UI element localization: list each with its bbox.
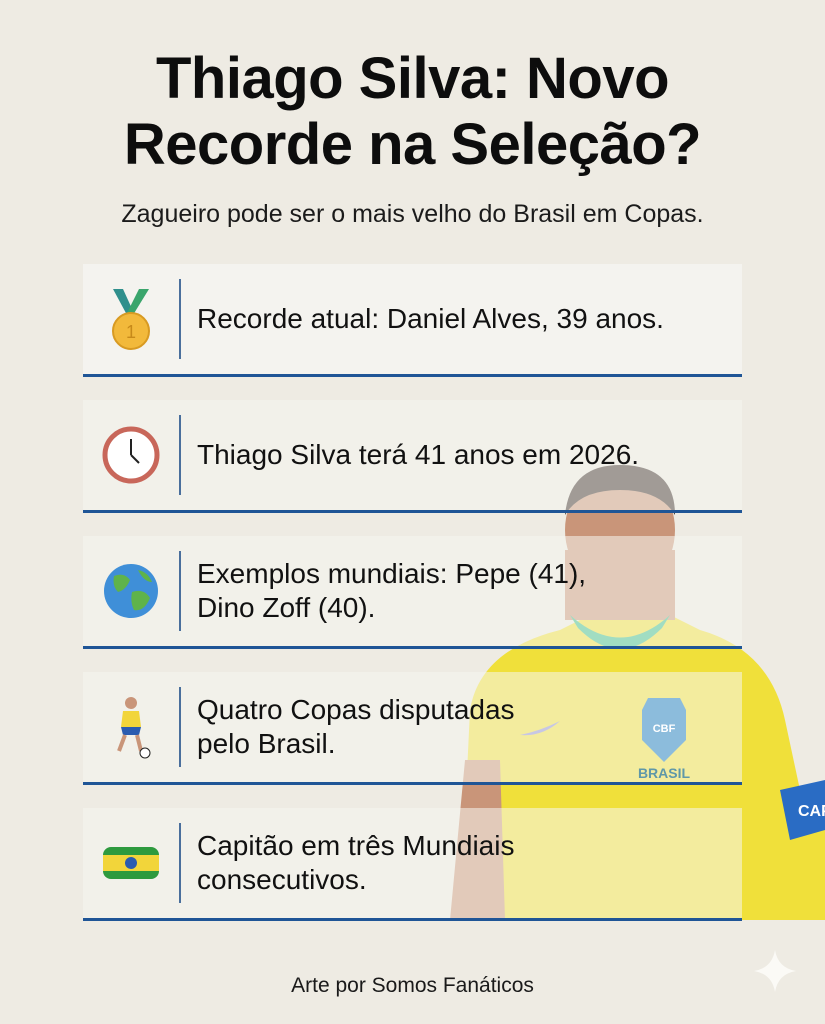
fact-text: Quatro Copas disputadas pelo Brasil. (181, 693, 515, 761)
medal-icon: 1 (83, 287, 179, 351)
divider (179, 687, 181, 767)
fact-line: Dino Zoff (40). (197, 592, 376, 623)
fact-line: Exemplos mundiais: Pepe (41), (197, 558, 587, 589)
divider (179, 823, 181, 903)
subtitle: Zagueiro pode ser o mais velho do Brasil… (121, 200, 704, 228)
fact-text: Thiago Silva terá 41 anos em 2026. (181, 438, 639, 472)
fact-line: Capitão em três Mundiais (197, 830, 515, 861)
fact-line: Thiago Silva terá 41 anos em 2026. (197, 439, 640, 470)
sparkle-icon (754, 950, 796, 992)
divider (179, 415, 181, 495)
clock-icon (83, 426, 179, 484)
fact-card-examples: Exemplos mundiais: Pepe (41), Dino Zoff (… (83, 536, 742, 649)
armband-text: CAP (798, 803, 825, 820)
fact-card-world-cups: Quatro Copas disputadas pelo Brasil. (83, 672, 742, 785)
divider (179, 551, 181, 631)
fact-line: consecutivos. (197, 864, 367, 895)
fact-line: Quatro Copas disputadas (197, 694, 515, 725)
captain-armband-icon (83, 843, 179, 883)
jersey-crest: CBF BRASIL (638, 698, 691, 781)
fact-card-captain: Capitão em três Mundiais consecutivos. (83, 808, 742, 921)
fact-line: pelo Brasil. (197, 728, 336, 759)
divider (179, 279, 181, 359)
crest-text: CBF (653, 723, 676, 735)
title-line-1: Thiago Silva: Novo (155, 46, 670, 111)
svg-text:1: 1 (126, 322, 136, 342)
credit: Arte por Somos Fanáticos (291, 974, 534, 997)
fact-line: Recorde atual: Daniel Alves, 39 anos. (197, 303, 664, 334)
page-title: Thiago Silva: Novo Recorde na Seleção? (0, 46, 825, 178)
fact-card-record: 1 Recorde atual: Daniel Alves, 39 anos. (83, 264, 742, 377)
fact-text: Recorde atual: Daniel Alves, 39 anos. (181, 302, 664, 336)
jersey-text: BRASIL (638, 765, 691, 781)
soccer-player-icon (83, 695, 179, 759)
title-line-2: Recorde na Seleção? (123, 112, 702, 177)
fact-text: Capitão em três Mundiais consecutivos. (181, 829, 514, 897)
fact-card-age: Thiago Silva terá 41 anos em 2026. (83, 400, 742, 513)
globe-icon (83, 562, 179, 620)
fact-text: Exemplos mundiais: Pepe (41), Dino Zoff (… (181, 557, 586, 625)
